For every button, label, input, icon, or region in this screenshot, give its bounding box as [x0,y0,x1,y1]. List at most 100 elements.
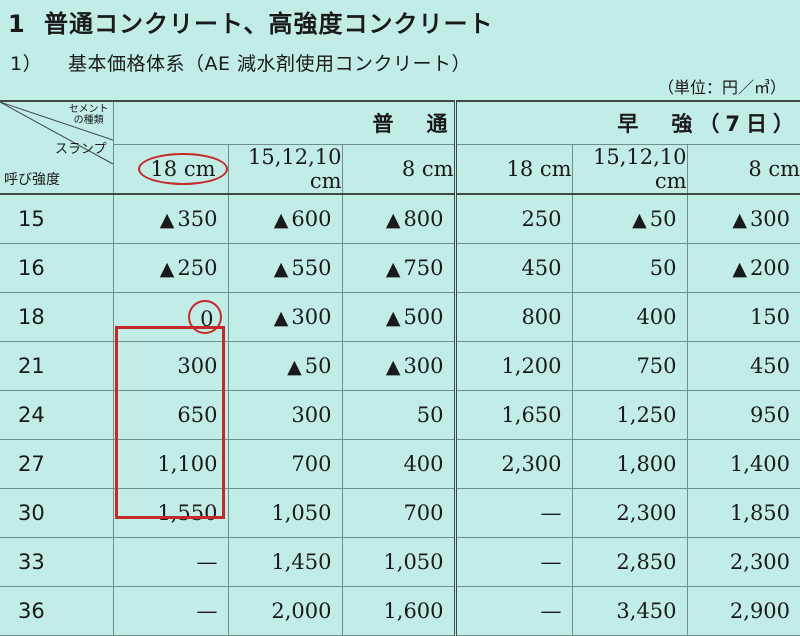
price-cell: 1,650 [455,390,573,440]
price-value: 550 [291,256,332,280]
price-value: 300 [177,354,218,378]
price-cell: 2,000 [228,586,343,636]
price-value: 2,300 [729,550,791,574]
price-value: 1,050 [271,501,332,525]
price-cell: 400 [572,292,688,342]
price-value: 150 [749,305,791,329]
price-cell: — [455,488,573,538]
triangle-icon: ▲ [273,258,289,280]
price-value: 1,200 [501,354,562,378]
strength-cell: 33 [0,537,114,587]
price-value: 200 [749,256,791,280]
corner-strength-label: 呼び強度 [4,172,60,188]
price-cell: ▲ 800 [342,193,457,244]
price-cell: 1,200 [455,341,573,391]
group-header-early: 早 強（7日） [455,100,800,145]
header-row-slumps: 18 cm 15,12,10 cm 8 cm 18 cm 15,12,10 cm… [0,144,800,195]
price-cell: ▲ 600 [228,193,343,244]
slump-header: 8 cm [342,144,457,195]
slump-header: 15,12,10 cm [572,144,688,195]
table-row: 24 650 300 50 1,650 1,250 950 [0,390,800,440]
price-cell: ▲ 300 [228,292,343,342]
price-cell: 50 [572,243,688,293]
table-body: 15 ▲ 350 ▲ 600 ▲ 800 250 ▲ 50 ▲ 300 16 ▲ 250 ▲ 550 ▲ 750 45… [0,193,800,636]
price-cell: 400 [342,439,457,489]
price-cell: 2,900 [687,586,800,636]
table-row: 21 300 ▲ 50 ▲ 300 1,200 750 450 [0,341,800,391]
price-cell: 1,050 [342,537,457,587]
price-cell: 700 [342,488,457,538]
price-cell: — [455,537,573,587]
table-row: 18 0 ▲ 300 ▲ 500 800 400 150 [0,292,800,342]
price-value-circled: 0 [187,300,222,334]
price-value: 1,850 [729,501,791,525]
price-value: 2,300 [501,452,562,476]
price-cell: 300 [113,341,229,391]
section-heading: 1 普通コンクリート、高強度コンクリート [8,4,494,39]
price-cell: 1,450 [228,537,343,587]
triangle-icon: ▲ [273,209,289,231]
section-title: 普通コンクリート、高強度コンクリート [44,10,494,38]
price-value: 50 [304,354,332,378]
price-value: 300 [291,305,332,329]
strength-cell: 27 [0,439,114,489]
triangle-icon: ▲ [732,209,747,231]
corner-cement-label: セメント の種類 [68,104,109,126]
price-cell: 750 [572,341,688,391]
price-value: 2,300 [616,501,677,525]
price-value: 1,400 [729,452,791,476]
price-value: 1,450 [271,550,332,574]
price-cell: 2,300 [455,439,573,489]
table-row: 27 1,100 700 400 2,300 1,800 1,400 [0,439,800,489]
price-value: 750 [636,354,677,378]
price-value: 1,800 [616,452,677,476]
group-header-normal: 普 通 [113,100,457,145]
price-cell: 1,050 [228,488,343,538]
price-cell: 700 [228,439,343,489]
table-row: 15 ▲ 350 ▲ 600 ▲ 800 250 ▲ 50 ▲ 300 [0,193,800,244]
strength-cell: 16 [0,243,114,293]
triangle-icon: ▲ [385,258,401,280]
corner-diagonals [0,102,113,165]
price-value: — [540,501,562,525]
subsection-title: 基本価格体系（AE 減水剤使用コンクリート） [68,53,472,75]
price-cell: ▲ 200 [687,243,800,293]
price-value: 750 [403,256,444,280]
price-cell: ▲ 50 [228,341,343,391]
price-cell: 2,300 [687,537,800,587]
price-value: 600 [291,207,332,231]
triangle-icon: ▲ [159,209,175,231]
price-value: 350 [177,207,218,231]
header-row-groups: セメント の種類 スランプ 呼び強度 普 通 早 強（7日） [0,100,800,195]
subsection-heading: 1） 基本価格体系（AE 減水剤使用コンクリート） [10,49,471,76]
slump-header-circled: 18 cm [138,153,228,185]
price-value: 50 [649,207,677,231]
price-value: 2,000 [271,599,332,623]
price-cell: 650 [113,390,229,440]
price-value: 800 [403,207,444,231]
price-value: 50 [416,403,444,427]
triangle-icon: ▲ [632,209,647,231]
strength-cell: 21 [0,341,114,391]
subsection-number: 1） [10,53,43,75]
price-value: 1,550 [157,501,218,525]
price-cell: 1,850 [687,488,800,538]
price-cell: 1,550 [113,488,229,538]
price-cell: — [113,537,229,587]
price-table: セメント の種類 スランプ 呼び強度 普 通 早 強（7日） 18 cm 15,1… [0,100,800,636]
price-value: 300 [403,354,444,378]
table-row: 16 ▲ 250 ▲ 550 ▲ 750 450 50 ▲ 200 [0,243,800,293]
price-value: 500 [403,305,444,329]
price-cell: ▲ 300 [342,341,457,391]
triangle-icon: ▲ [385,307,401,329]
price-value: 400 [403,452,444,476]
triangle-icon: ▲ [385,356,401,378]
price-value: — [540,550,562,574]
price-cell: 800 [455,292,573,342]
price-cell: ▲ 500 [342,292,457,342]
table-row: 33 — 1,450 1,050 — 2,850 2,300 [0,537,800,587]
price-value: 1,650 [501,403,562,427]
price-value: 700 [291,452,332,476]
price-value: 250 [177,256,218,280]
price-cell: 1,600 [342,586,457,636]
